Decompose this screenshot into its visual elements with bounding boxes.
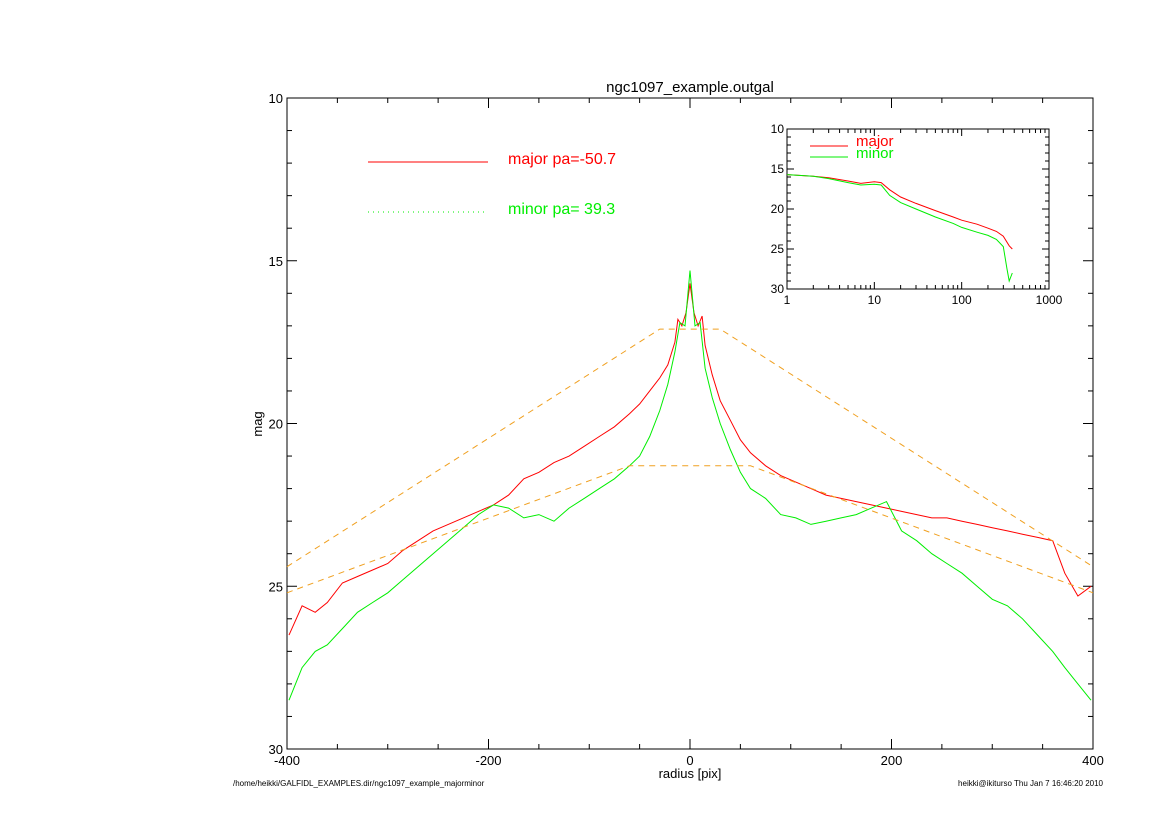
inset-plot-frame <box>786 128 1050 290</box>
main-plot-area: -400 -200 0 200 400 10 15 20 25 30 <box>269 91 1104 768</box>
x-tick-label: 400 <box>1082 753 1104 768</box>
y-axis-label: mag <box>250 411 265 436</box>
inset-plot-area: 1 10 100 1000 10 15 20 25 30 <box>771 122 1063 307</box>
x-tick-label: -200 <box>475 753 501 768</box>
x-tick-label: -400 <box>274 753 300 768</box>
inset-x-tick-label: 1000 <box>1036 293 1063 307</box>
y-tick-label: 25 <box>269 579 283 594</box>
fit-dashed-line <box>286 328 1094 568</box>
inset-series-major-line <box>786 174 1013 250</box>
series-minor-line <box>288 270 1092 701</box>
inset-series-minor-line <box>786 174 1013 283</box>
inset-x-tick-label: 100 <box>952 293 972 307</box>
x-tick-label: 0 <box>686 753 693 768</box>
inset-legend-major-label: major <box>856 133 894 150</box>
y-tick-label: 20 <box>269 417 283 432</box>
x-axis-label: radius [pix] <box>659 766 722 781</box>
inset-y-tick-label: 15 <box>771 162 785 176</box>
inset-legend-minor-label: minor <box>856 145 894 162</box>
legend-major-label: major pa=-50.7 <box>508 151 616 168</box>
inset-y-tick-label: 30 <box>771 282 785 296</box>
y-tick-label: 10 <box>269 91 283 106</box>
series-major-line <box>288 283 1092 636</box>
y-tick-label: 15 <box>269 254 283 269</box>
inset-x-tick-label: 10 <box>868 293 882 307</box>
fit-dashed-line <box>286 465 1094 594</box>
y-tick-label: 30 <box>269 742 283 757</box>
footer-path: /home/heikki/GALFIDL_EXAMPLES.dir/ngc109… <box>233 779 485 788</box>
inset-y-tick-label: 10 <box>771 122 785 136</box>
inset-y-tick-label: 20 <box>771 202 785 216</box>
footer-stamp: heikki@ikiturso Thu Jan 7 16:46:20 2010 <box>958 779 1104 788</box>
inset-y-tick-label: 25 <box>771 242 785 256</box>
inset-x-tick-label: 1 <box>784 293 791 307</box>
main-title: ngc1097_example.outgal <box>606 79 774 96</box>
legend-minor-label: minor pa= 39.3 <box>508 201 615 218</box>
x-tick-label: 200 <box>881 753 903 768</box>
